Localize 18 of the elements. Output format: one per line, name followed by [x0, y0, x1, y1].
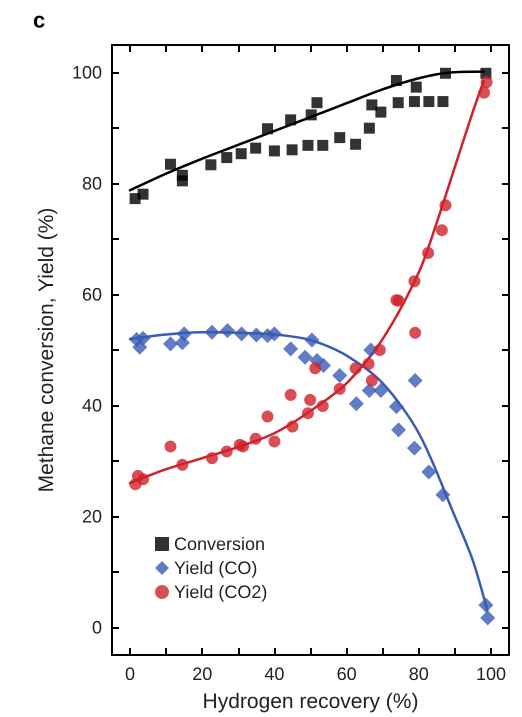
y-tick-label: 60: [82, 284, 102, 305]
legend-label: Yield (CO): [174, 558, 258, 578]
x-tick-label: 80: [408, 664, 429, 684]
y-tick-label: 20: [82, 506, 102, 526]
x-tick-label: 100: [476, 664, 506, 684]
x-tick-label: 0: [125, 664, 136, 684]
y-tick-label: 100: [72, 62, 102, 83]
x-tick-label: 40: [264, 664, 284, 684]
chart-title: c: [33, 8, 46, 32]
y-tick-label: 40: [82, 395, 102, 416]
x-tick-label: 20: [192, 664, 212, 684]
y-axis-title: Methane conversion, Yield (%): [35, 208, 58, 492]
y-tick-label: 0: [92, 617, 102, 638]
legend-label: Yield (CO2): [174, 582, 268, 602]
x-tick-label: 60: [336, 664, 357, 684]
y-tick-label: 80: [82, 174, 102, 194]
x-axis-title: Hydrogen recovery (%): [202, 690, 418, 713]
legend-label: Conversion: [174, 534, 266, 554]
